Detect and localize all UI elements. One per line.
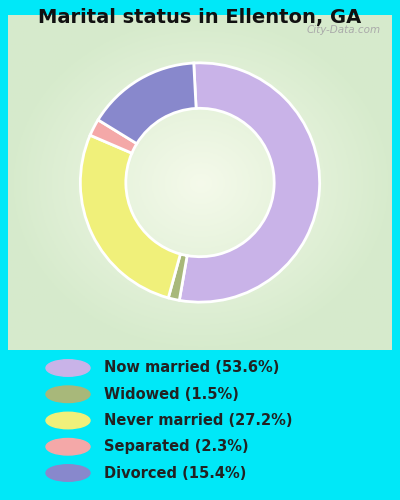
Circle shape: [46, 360, 90, 376]
Wedge shape: [98, 63, 196, 144]
Circle shape: [46, 412, 90, 428]
Wedge shape: [80, 135, 180, 298]
Wedge shape: [179, 63, 320, 302]
Wedge shape: [168, 254, 187, 300]
Circle shape: [46, 438, 90, 455]
Text: Widowed (1.5%): Widowed (1.5%): [104, 387, 239, 402]
Text: Divorced (15.4%): Divorced (15.4%): [104, 466, 246, 480]
Text: Now married (53.6%): Now married (53.6%): [104, 360, 279, 376]
Text: City-Data.com: City-Data.com: [306, 25, 380, 35]
Wedge shape: [90, 120, 137, 153]
Text: Marital status in Ellenton, GA: Marital status in Ellenton, GA: [38, 8, 362, 26]
Text: Never married (27.2%): Never married (27.2%): [104, 413, 292, 428]
Circle shape: [46, 465, 90, 481]
Circle shape: [46, 386, 90, 402]
Text: Separated (2.3%): Separated (2.3%): [104, 439, 249, 454]
